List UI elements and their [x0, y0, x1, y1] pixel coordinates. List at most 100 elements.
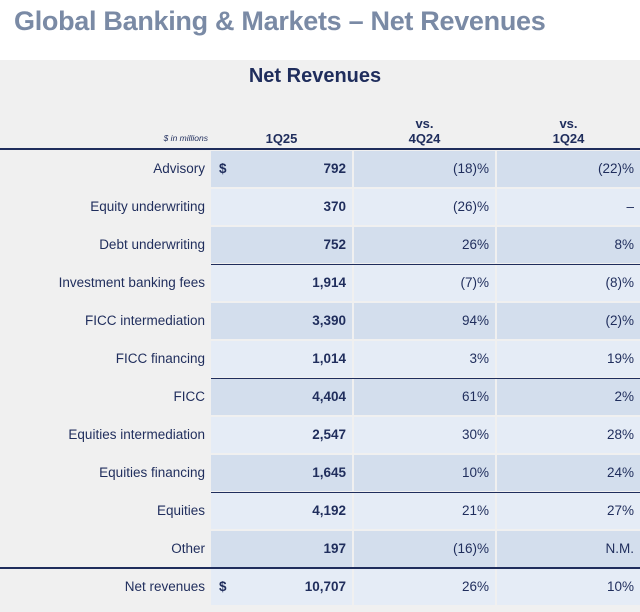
value-1q25: 792 — [323, 161, 346, 176]
change-vs-4q24: 94% — [461, 313, 489, 328]
col-header-1q24: 1Q24 — [552, 131, 585, 146]
row-label: Equity underwriting — [90, 199, 205, 214]
value-cell-vs-1q24: 24% — [497, 455, 640, 491]
change-vs-4q24: (16)% — [452, 541, 489, 556]
value-1q25: 3,390 — [312, 313, 346, 328]
value-1q25: 4,192 — [312, 503, 346, 518]
value-cell-vs-1q24: (2)% — [497, 303, 640, 339]
value-cell-vs-1q24: – — [497, 189, 640, 225]
col-header-1q25: 1Q25 — [265, 131, 298, 146]
change-vs-1q24: – — [626, 199, 634, 214]
value-cell-vs-4q24: 10% — [354, 455, 495, 491]
change-vs-1q24: 10% — [606, 579, 634, 594]
value-cell-1q25: $792 — [211, 151, 352, 187]
row-label: Equities — [156, 503, 205, 518]
value-cell-1q25: 4,404 — [211, 379, 352, 415]
row-label: Debt underwriting — [99, 237, 205, 252]
value-cell-vs-4q24: (26)% — [354, 189, 495, 225]
row-label: Equities financing — [99, 465, 205, 480]
row-label: Investment banking fees — [58, 275, 205, 290]
value-cell-vs-1q24: N.M. — [497, 531, 640, 567]
units-label: $ in millions — [163, 133, 208, 143]
dollar-sign: $ — [219, 579, 227, 594]
header-divider — [0, 148, 640, 150]
subtotal-divider — [211, 491, 640, 493]
value-1q25: 197 — [323, 541, 346, 556]
table-row: Equities 4,192 21% 27% — [0, 492, 640, 530]
total-divider — [0, 567, 640, 569]
table-row: Other 197 (16)% N.M. — [0, 530, 640, 568]
value-cell-1q25: 1,914 — [211, 265, 352, 301]
value-1q25: 2,547 — [312, 427, 346, 442]
value-cell-vs-4q24: (18)% — [354, 151, 495, 187]
value-cell-1q25: 1,645 — [211, 455, 352, 491]
value-cell-vs-1q24: 2% — [497, 379, 640, 415]
value-cell-vs-1q24: 10% — [497, 569, 640, 605]
value-cell-vs-1q24: (8)% — [497, 265, 640, 301]
change-vs-1q24: (2)% — [605, 313, 634, 328]
row-label: Net revenues — [124, 579, 205, 594]
table-row: Advisory $792 (18)% (22)% — [0, 150, 640, 188]
table-row: Equity underwriting 370 (26)% – — [0, 188, 640, 226]
value-cell-vs-4q24: 61% — [354, 379, 495, 415]
value-cell-1q25: 3,390 — [211, 303, 352, 339]
value-1q25: 1,645 — [312, 465, 346, 480]
value-1q25: 752 — [323, 237, 346, 252]
row-label: FICC — [173, 389, 206, 404]
value-cell-vs-4q24: 30% — [354, 417, 495, 453]
change-vs-1q24: (8)% — [605, 275, 634, 290]
value-1q25: 370 — [323, 199, 346, 214]
subtotal-divider — [211, 263, 640, 265]
value-cell-1q25: 370 — [211, 189, 352, 225]
value-cell-1q25: 752 — [211, 227, 352, 263]
col-header-4q24: 4Q24 — [408, 131, 441, 146]
change-vs-4q24: 10% — [461, 465, 489, 480]
value-cell-vs-4q24: 94% — [354, 303, 495, 339]
value-1q25: 4,404 — [312, 389, 346, 404]
table-row: Net revenues $10,707 26% 10% — [0, 568, 640, 606]
value-cell-vs-1q24: 28% — [497, 417, 640, 453]
value-cell-1q25: $10,707 — [211, 569, 352, 605]
change-vs-1q24: 28% — [606, 427, 634, 442]
value-cell-vs-1q24: 19% — [497, 341, 640, 377]
value-cell-vs-1q24: 8% — [497, 227, 640, 263]
value-cell-vs-4q24: (7)% — [354, 265, 495, 301]
table-row: Debt underwriting 752 26% 8% — [0, 226, 640, 264]
change-vs-4q24: 3% — [469, 351, 489, 366]
change-vs-4q24: 61% — [461, 389, 489, 404]
change-vs-1q24: (22)% — [597, 161, 634, 176]
col-header-vs-label: vs. — [559, 116, 578, 131]
subtotal-divider — [211, 377, 640, 379]
value-cell-vs-1q24: (22)% — [497, 151, 640, 187]
value-cell-1q25: 1,014 — [211, 341, 352, 377]
value-1q25: 1,914 — [312, 275, 346, 290]
dollar-sign: $ — [219, 161, 227, 176]
table-title: Net Revenues — [248, 65, 382, 87]
value-cell-1q25: 4,192 — [211, 493, 352, 529]
row-label: Advisory — [153, 161, 205, 176]
value-1q25: 1,014 — [312, 351, 346, 366]
change-vs-4q24: 26% — [461, 237, 489, 252]
row-label: Other — [171, 541, 205, 556]
change-vs-1q24: 8% — [614, 237, 634, 252]
table-row: Equities intermediation 2,547 30% 28% — [0, 416, 640, 454]
value-cell-1q25: 197 — [211, 531, 352, 567]
change-vs-1q24: 27% — [606, 503, 634, 518]
change-vs-4q24: (26)% — [452, 199, 489, 214]
value-cell-vs-4q24: (16)% — [354, 531, 495, 567]
change-vs-4q24: 26% — [461, 579, 489, 594]
table-row: Equities financing 1,645 10% 24% — [0, 454, 640, 492]
table-row: FICC 4,404 61% 2% — [0, 378, 640, 416]
change-vs-1q24: N.M. — [605, 541, 635, 556]
value-cell-vs-1q24: 27% — [497, 493, 640, 529]
change-vs-4q24: 21% — [461, 503, 489, 518]
value-cell-vs-4q24: 26% — [354, 227, 495, 263]
value-cell-1q25: 2,547 — [211, 417, 352, 453]
change-vs-1q24: 24% — [606, 465, 634, 480]
change-vs-1q24: 2% — [614, 389, 634, 404]
value-cell-vs-4q24: 3% — [354, 341, 495, 377]
change-vs-4q24: (7)% — [460, 275, 489, 290]
row-label: FICC intermediation — [84, 313, 205, 328]
table-row: FICC financing 1,014 3% 19% — [0, 340, 640, 378]
row-label: Equities intermediation — [68, 427, 205, 442]
